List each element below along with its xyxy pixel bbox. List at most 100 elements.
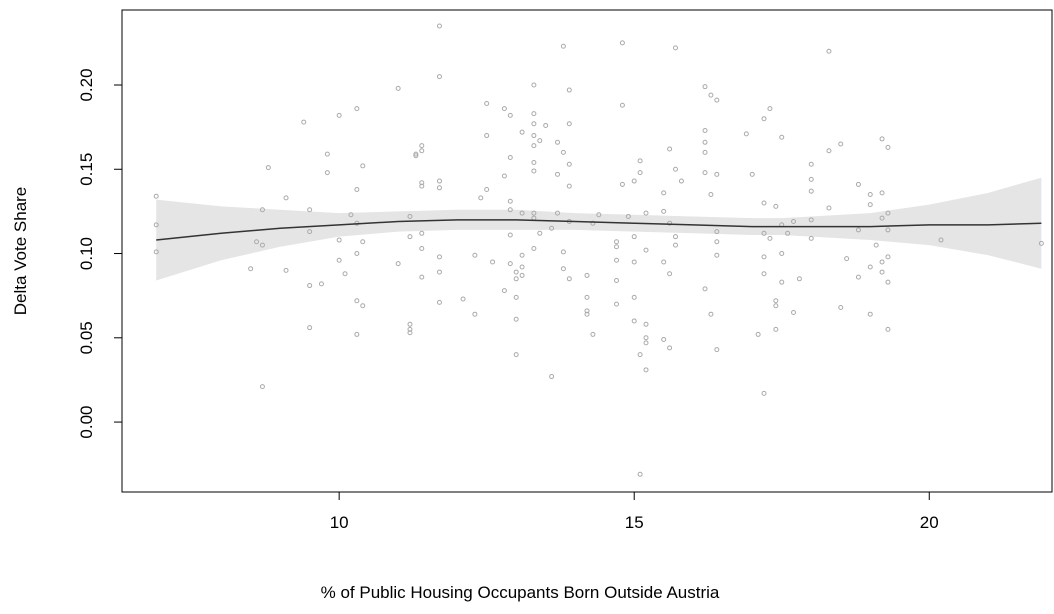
point (826, 48, 832, 54)
point (619, 102, 625, 108)
point (513, 276, 519, 282)
point (324, 170, 330, 176)
point (667, 146, 673, 152)
point (619, 181, 625, 187)
confidence-band (156, 177, 1042, 281)
point (808, 235, 814, 241)
point (307, 325, 313, 331)
point (407, 326, 413, 332)
point (596, 212, 602, 218)
point (413, 153, 419, 159)
point (360, 303, 366, 309)
point (407, 321, 413, 327)
point (472, 252, 478, 258)
point (791, 310, 797, 316)
point (773, 326, 779, 332)
point (584, 308, 590, 314)
point (879, 215, 885, 221)
point (643, 210, 649, 216)
point (631, 294, 637, 300)
point (879, 269, 885, 275)
point (348, 212, 354, 218)
point (838, 304, 844, 310)
point (519, 264, 525, 270)
point (761, 254, 767, 260)
point (259, 384, 265, 390)
point (519, 272, 525, 278)
point (419, 180, 425, 186)
point (395, 261, 401, 267)
point (460, 296, 466, 302)
point (419, 143, 425, 149)
point (513, 352, 519, 358)
point (625, 213, 631, 219)
point (543, 122, 549, 128)
point (419, 148, 425, 154)
y-tick-label: 0.15 (77, 153, 96, 186)
point (637, 352, 643, 358)
point (761, 230, 767, 236)
point (702, 84, 708, 90)
point (336, 237, 342, 243)
point (354, 186, 360, 192)
point (714, 171, 720, 177)
point (714, 239, 720, 245)
point (566, 276, 572, 282)
point (873, 242, 879, 248)
point (307, 207, 313, 213)
point (436, 185, 442, 191)
point (808, 217, 814, 223)
point (885, 254, 891, 260)
point (867, 192, 873, 198)
point (885, 210, 891, 216)
point (354, 251, 360, 257)
point (667, 220, 673, 226)
point (419, 274, 425, 280)
x-tick-label: 20 (920, 513, 939, 532)
point (407, 213, 413, 219)
point (779, 279, 785, 285)
point (531, 121, 537, 127)
point (490, 259, 496, 265)
point (791, 219, 797, 225)
point (844, 256, 850, 262)
point (637, 158, 643, 164)
point (336, 257, 342, 263)
point (708, 311, 714, 317)
point (584, 272, 590, 278)
point (413, 151, 419, 157)
point (566, 183, 572, 189)
point (436, 254, 442, 260)
point (324, 151, 330, 157)
point (436, 178, 442, 184)
point (584, 311, 590, 317)
point (484, 186, 490, 192)
point (531, 133, 537, 139)
point (714, 347, 720, 353)
point (513, 316, 519, 322)
x-axis-label: % of Public Housing Occupants Born Outsi… (321, 583, 720, 602)
y-axis-label: Delta Vote Share (11, 187, 30, 316)
point (590, 331, 596, 337)
point (879, 136, 885, 142)
point (867, 311, 873, 317)
point (773, 303, 779, 309)
point (879, 190, 885, 196)
point (419, 230, 425, 236)
point (259, 207, 265, 213)
point (283, 267, 289, 273)
point (614, 244, 620, 250)
point (513, 294, 519, 300)
point (614, 277, 620, 283)
point (318, 281, 324, 287)
point (153, 249, 159, 255)
point (673, 242, 679, 248)
point (554, 139, 560, 145)
point (643, 321, 649, 327)
point (714, 252, 720, 258)
point (673, 166, 679, 172)
fit-line (156, 219, 1042, 241)
point (507, 232, 513, 238)
point (667, 271, 673, 277)
point (673, 45, 679, 51)
